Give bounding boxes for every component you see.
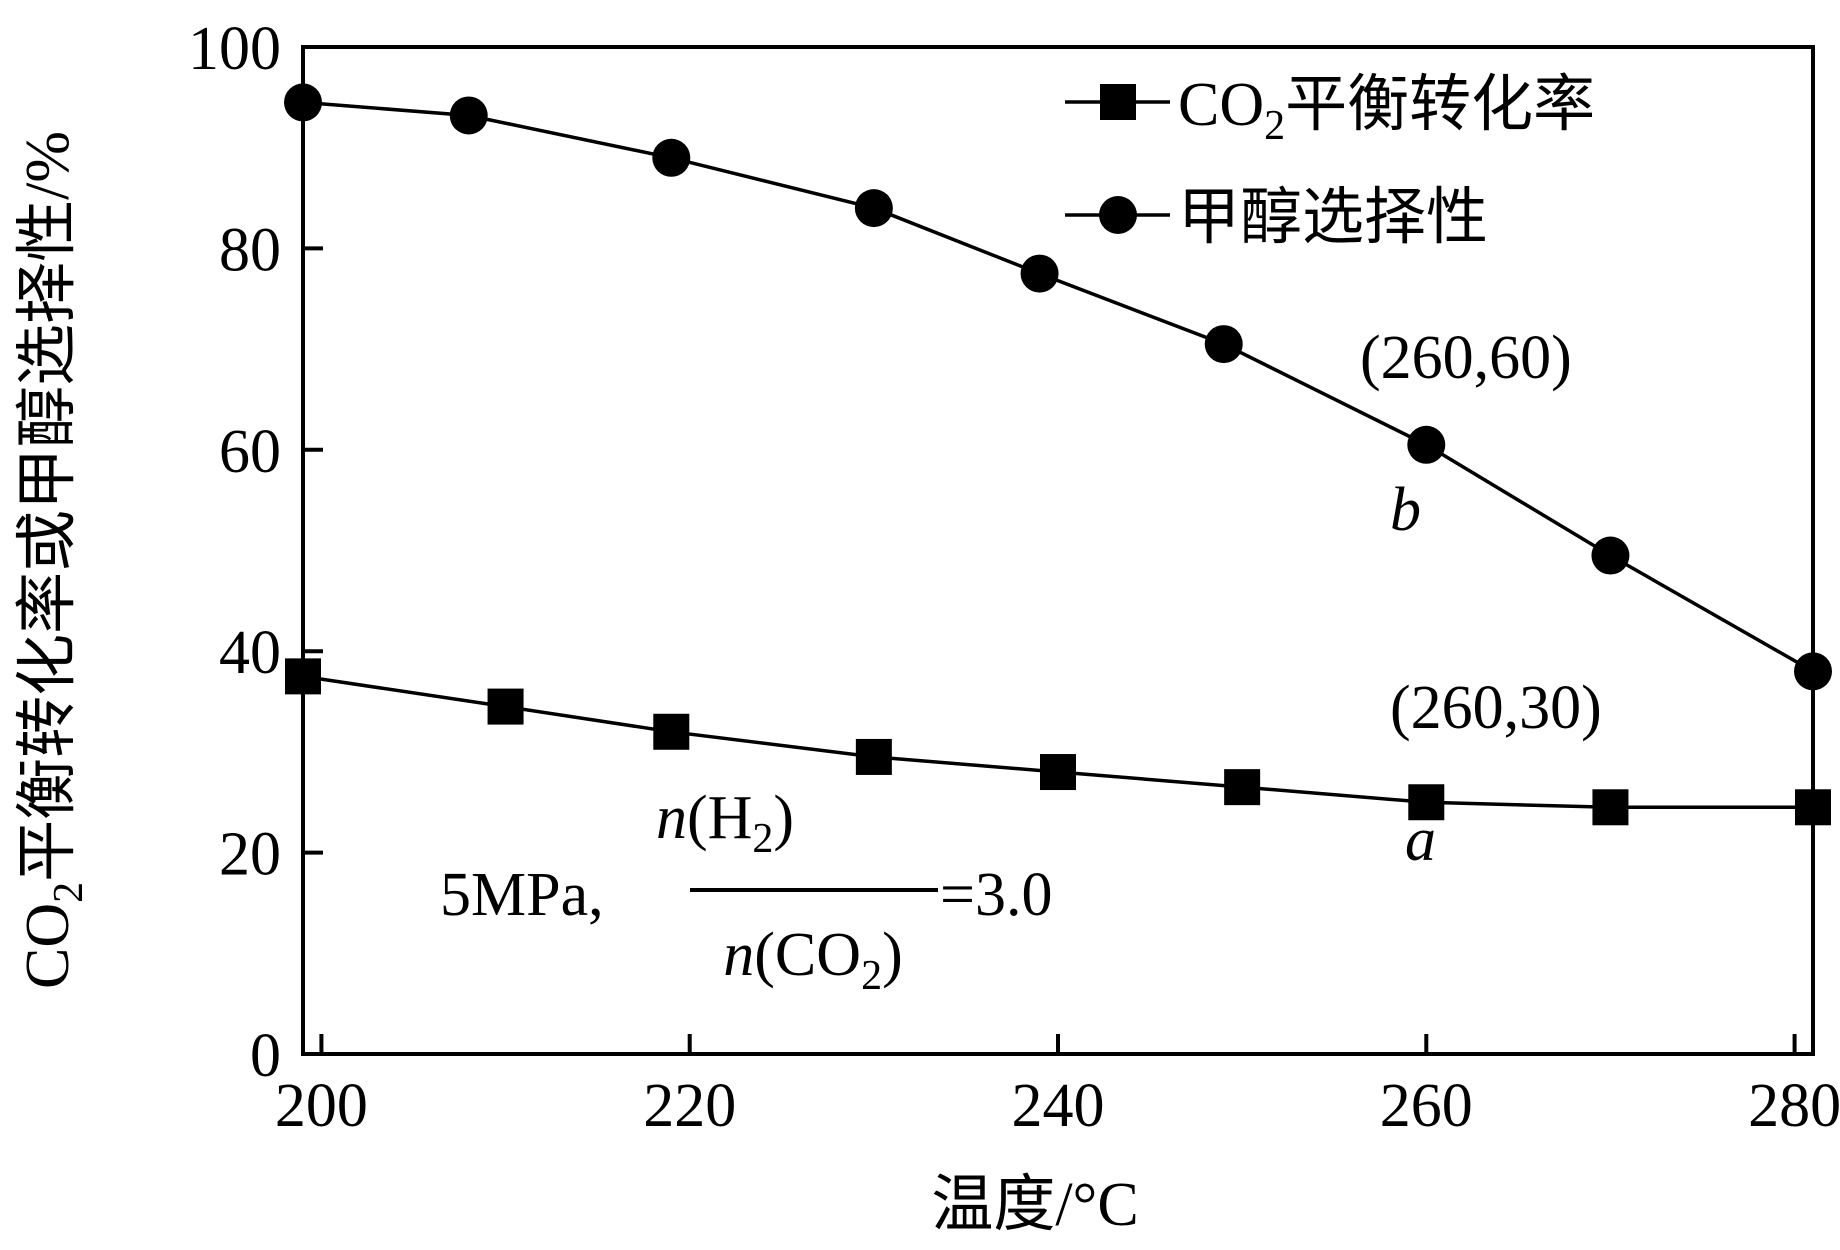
x-tick-label: 260 <box>1380 1072 1473 1140</box>
condition-pressure: 5MPa, <box>440 861 604 929</box>
legend-text-selectivity: 甲醇选择性 <box>1178 184 1488 252</box>
legend-conversion-main: CO <box>1178 71 1264 139</box>
legend: CO2平衡转化率 甲醇选择性 <box>1065 71 1595 252</box>
condition-formula: 5MPa, n(H2) n(CO2) =3.0 <box>440 784 1052 999</box>
point-selectivity <box>284 83 322 122</box>
y-tick-label: 20 <box>219 821 281 889</box>
legend-conversion-sub: 2 <box>1264 103 1285 149</box>
y-axis-title-main: CO <box>14 903 82 989</box>
x-tick-label: 200 <box>275 1072 368 1140</box>
point-selectivity <box>1407 425 1446 464</box>
point-conversion <box>487 688 524 725</box>
point-selectivity <box>1204 325 1243 364</box>
series-line-selectivity <box>302 100 1814 673</box>
point-conversion <box>1795 789 1831 826</box>
point-selectivity <box>854 189 893 228</box>
y-tick-label: 60 <box>219 418 281 486</box>
point-conversion <box>1224 769 1261 806</box>
x-tick-label: 280 <box>1748 1072 1840 1140</box>
legend-conversion-rest: 平衡转化率 <box>1285 71 1595 139</box>
point-selectivity <box>449 96 488 135</box>
y-tick-label: 40 <box>219 619 281 687</box>
y-axis-title-rest: 平衡转化率或甲醇选择性/% <box>14 131 82 882</box>
numerator-open: (H <box>687 784 752 852</box>
point-conversion <box>1592 789 1629 826</box>
legend-marker-selectivity <box>1099 196 1137 234</box>
condition-numerator: n(H2) <box>656 784 794 862</box>
point-selectivity <box>1794 652 1832 691</box>
denominator-sub: 2 <box>861 953 882 999</box>
numerator-n: n <box>656 784 687 852</box>
y-tick-label: 0 <box>250 1022 281 1090</box>
y-axis-title-sub: 2 <box>46 882 92 903</box>
point-selectivity <box>1591 536 1630 575</box>
point-conversion <box>1408 784 1445 821</box>
denominator-close: ) <box>882 921 903 989</box>
x-axis-title: 温度/°C <box>931 1171 1138 1239</box>
y-axis-title: CO2平衡转化率或甲醇选择性/% <box>14 131 92 989</box>
point-conversion <box>855 738 892 775</box>
y-tick-label: 80 <box>219 216 281 284</box>
legend-text-conversion: CO2平衡转化率 <box>1178 71 1595 149</box>
denominator-open: (CO <box>754 921 861 989</box>
legend-marker-conversion <box>1100 84 1136 120</box>
point-conversion <box>1040 754 1076 791</box>
denominator-n: n <box>723 921 754 989</box>
numerator-sub: 2 <box>752 816 773 862</box>
curve-label-b: b <box>1390 476 1421 544</box>
condition-denominator: n(CO2) <box>723 921 902 999</box>
tick-labels: 0 20 40 60 80 100 200 220 240 260 280 <box>188 15 1840 1140</box>
point-selectivity <box>652 138 691 177</box>
point-conversion <box>653 713 690 750</box>
point-conversion <box>285 658 321 695</box>
annotation-260-30: (260,30) <box>1390 674 1602 742</box>
numerator-close: ) <box>773 784 794 852</box>
curve-label-a: a <box>1405 806 1436 874</box>
x-tick-label: 240 <box>1012 1072 1105 1140</box>
y-tick-label: 100 <box>188 15 281 83</box>
condition-ratio-value: =3.0 <box>940 861 1052 929</box>
point-selectivity <box>1020 254 1059 293</box>
x-tick-label: 220 <box>643 1072 736 1140</box>
ticks <box>303 45 1797 1056</box>
series-markers <box>284 83 1832 826</box>
annotation-260-60: (260,60) <box>1360 324 1572 392</box>
